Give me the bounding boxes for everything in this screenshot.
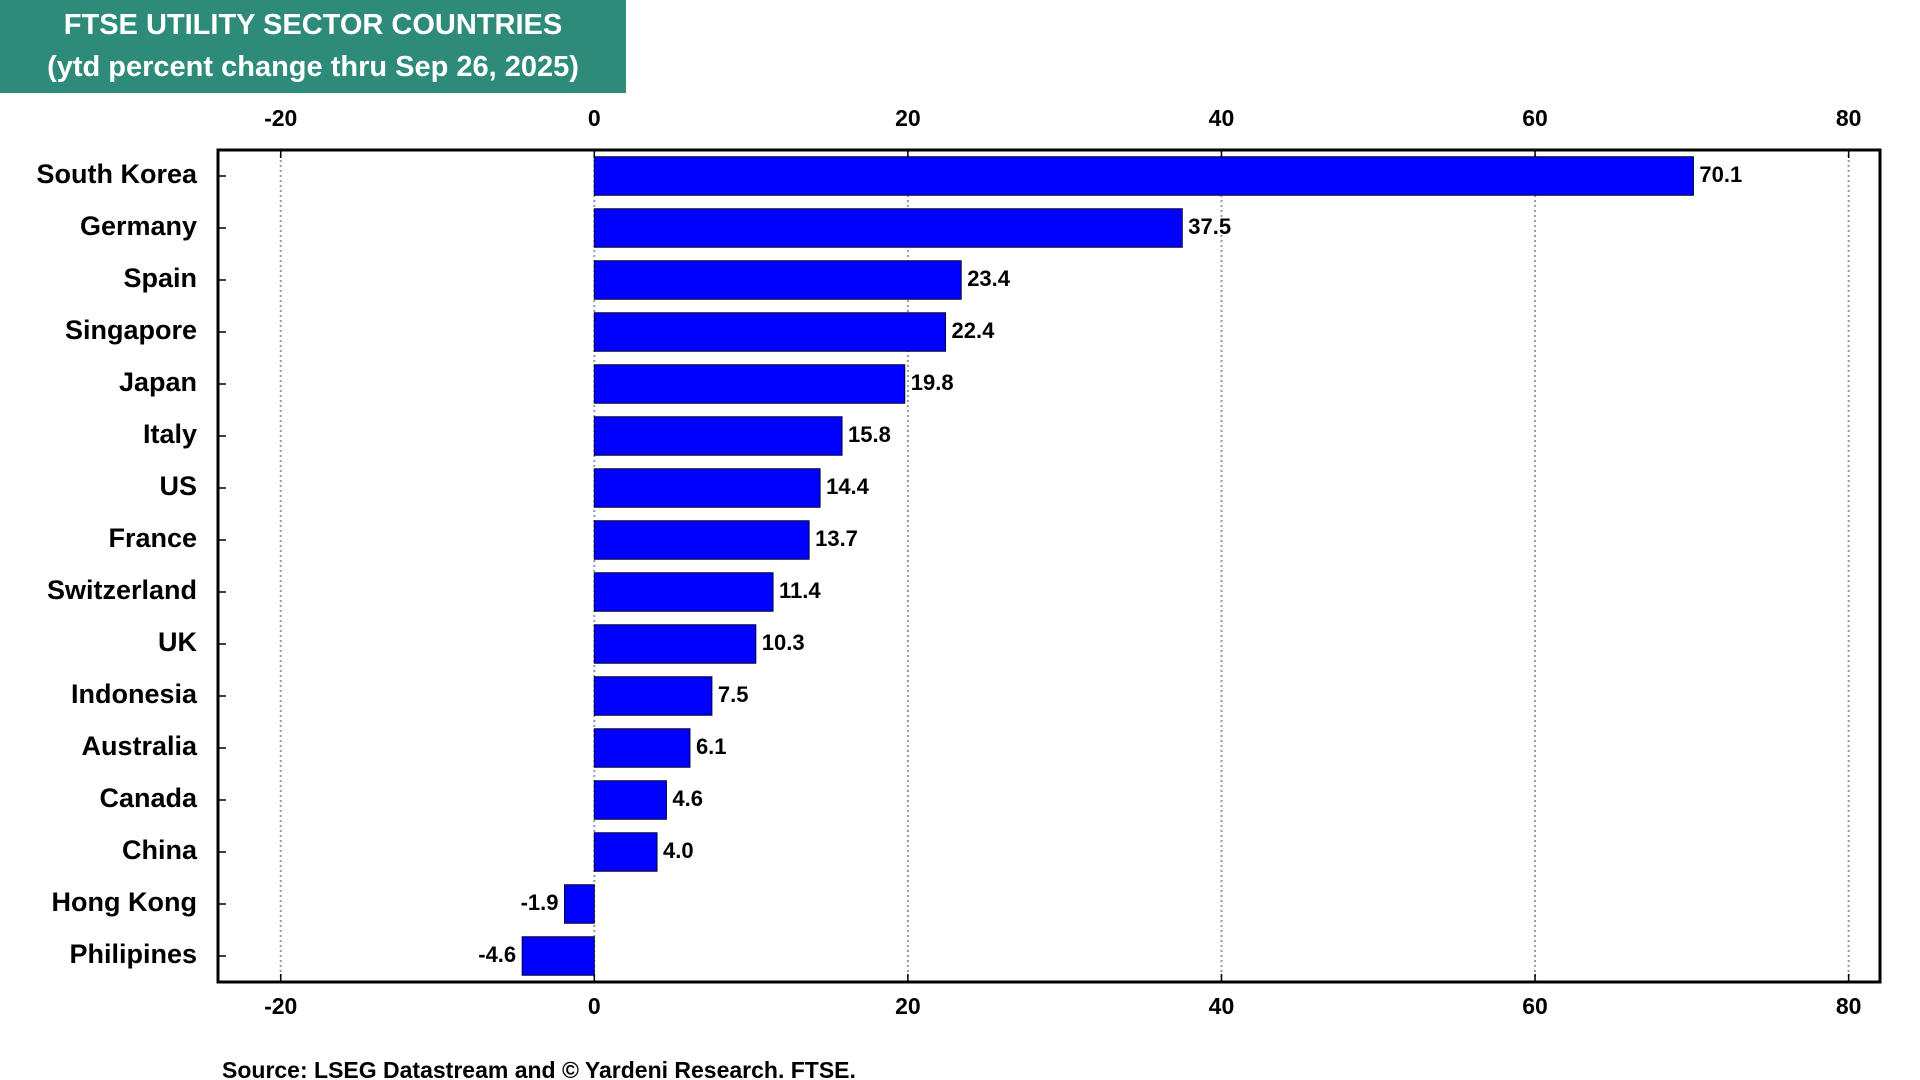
title-box: FTSE UTILITY SECTOR COUNTRIES (ytd perce… [0,0,626,93]
x-tick-label-top: 0 [588,105,601,131]
y-tick-label: Australia [81,731,198,761]
value-label: 7.5 [718,682,749,707]
bar [593,208,1183,248]
bar [593,468,821,508]
bar [593,676,713,716]
bar [593,832,658,872]
plot-frame [216,148,1882,984]
bar [593,364,906,404]
x-tick-label-top: -20 [264,105,297,131]
bar [593,416,843,456]
value-label: 70.1 [1699,162,1742,187]
y-tick-label: Singapore [65,315,197,345]
x-tick-label-top: 40 [1209,105,1235,131]
value-label: 13.7 [815,526,858,551]
y-tick-label: South Korea [36,159,197,189]
x-tick-label-bottom: 60 [1522,993,1548,1019]
y-tick-label: Japan [119,367,197,397]
bar [593,520,810,560]
x-tick-label-top: 60 [1522,105,1548,131]
y-tick-label: China [122,835,198,865]
x-tick-label-top: 20 [895,105,921,131]
source-note: Source: LSEG Datastream and © Yardeni Re… [222,1057,856,1080]
x-tick-label-bottom: 40 [1209,993,1235,1019]
bar [593,260,962,300]
value-label: 23.4 [967,266,1011,291]
value-label: 4.6 [672,786,703,811]
x-tick-label-bottom: 0 [588,993,601,1019]
y-tick-label: Germany [80,211,197,241]
value-label: 14.4 [826,474,870,499]
y-tick-label: US [159,471,197,501]
value-label: 10.3 [762,630,805,655]
chart-subtitle: (ytd percent change thru Sep 26, 2025) [47,51,579,83]
value-label: 19.8 [911,370,954,395]
bar [593,312,947,352]
x-tick-label-bottom: 80 [1836,993,1862,1019]
value-label: 11.4 [779,578,821,603]
value-label: 22.4 [952,318,996,343]
y-tick-label: Philipines [69,939,197,969]
chart-title: FTSE UTILITY SECTOR COUNTRIES [63,9,563,41]
value-label: 37.5 [1188,214,1231,239]
value-label: -4.6 [478,942,516,967]
bar [593,156,1694,196]
y-tick-label: Switzerland [47,575,197,605]
bar [521,936,595,976]
x-tick-label-bottom: -20 [264,993,297,1019]
y-tick-label: Italy [143,419,197,449]
y-tick-label: Indonesia [71,679,198,709]
bar [593,624,757,664]
y-tick-label: UK [158,627,197,657]
value-label: -1.9 [521,890,559,915]
bar [593,728,691,768]
y-tick-label: Hong Kong [52,887,197,917]
bar [564,884,595,924]
y-tick-label: Spain [123,263,197,293]
value-label: 6.1 [696,734,727,759]
x-tick-label-bottom: 20 [895,993,921,1019]
bar [593,780,667,820]
value-label: 4.0 [663,838,694,863]
y-tick-label: France [108,523,197,553]
bar [593,572,774,612]
value-label: 15.8 [848,422,891,447]
y-tick-label: Canada [99,783,198,813]
x-tick-label-top: 80 [1836,105,1862,131]
